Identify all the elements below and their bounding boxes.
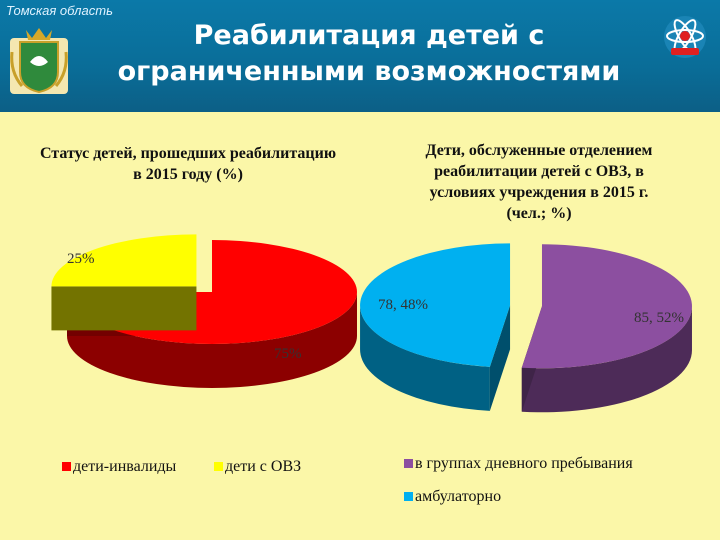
legend-item-daycare: в группах дневного пребывания xyxy=(404,455,633,473)
pie-slice-0 xyxy=(521,244,692,369)
pie-chart-2 xyxy=(360,243,692,413)
legend-label-ovz: дети с ОВЗ xyxy=(225,458,302,475)
chart1-title: Статус детей, прошедших реабилитацию в 2… xyxy=(39,145,337,184)
pie-slice-1 xyxy=(360,243,511,367)
chart2-title: Дети, обслуженные отделением реабилитаци… xyxy=(425,142,653,223)
pie2-data-label-ambulatory: 78, 48% xyxy=(378,297,428,313)
legend-item-invalid: дети-инвалиды xyxy=(62,458,176,476)
legend-swatch-ambulatory xyxy=(404,492,413,501)
pie-side-wall-1 xyxy=(360,305,490,411)
legend-label-invalid: дети-инвалиды xyxy=(73,458,177,475)
page-title: Реабилитация детей с ограниченными возмо… xyxy=(117,20,621,88)
pie2-data-label-daycare: 85, 52% xyxy=(634,310,684,326)
legend-swatch-invalid xyxy=(62,462,71,471)
legend-swatch-ovz xyxy=(214,462,223,471)
header-banner: Томская область Реабилитация детей с огр… xyxy=(0,0,720,112)
legend-item-ovz: дети с ОВЗ xyxy=(214,458,301,476)
region-label: Томская область xyxy=(6,3,113,18)
legend-label-daycare: в группах дневного пребывания xyxy=(415,455,633,472)
legend-item-ambulatory: амбулаторно xyxy=(404,488,501,506)
legend-label-ambulatory: амбулаторно xyxy=(415,488,502,505)
pie-chart-1 xyxy=(51,234,357,388)
pie-cut-face-1-0 xyxy=(51,286,197,331)
pie-side-wall-0 xyxy=(67,292,357,388)
pie-slice-1 xyxy=(51,234,197,287)
pie-cut-face-1-0 xyxy=(489,305,511,411)
pie-side-wall-0 xyxy=(521,306,692,413)
organization-logo-icon xyxy=(664,16,706,58)
pie1-data-label-invalid: 75% xyxy=(274,346,302,362)
legend-swatch-daycare xyxy=(404,459,413,468)
pie1-data-label-ovz: 25% xyxy=(67,251,95,267)
coat-of-arms-icon xyxy=(10,28,68,94)
